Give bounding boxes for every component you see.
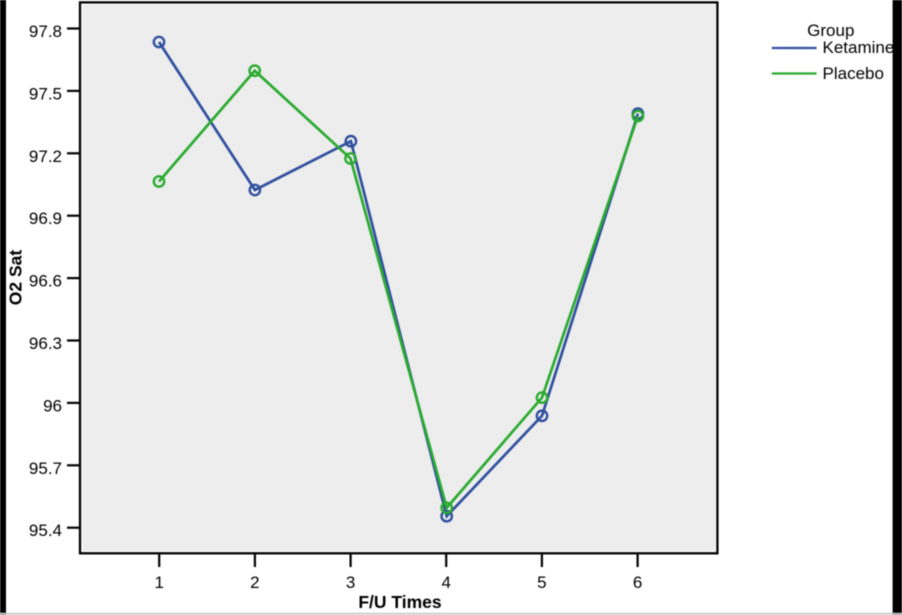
svg-text:Ketamine: Ketamine [823,38,895,57]
svg-text:O2 Sat: O2 Sat [6,250,26,306]
svg-text:5: 5 [537,573,546,592]
svg-text:97.8: 97.8 [29,22,62,41]
svg-text:3: 3 [346,573,355,592]
svg-text:96.9: 96.9 [29,209,62,228]
svg-text:Group: Group [807,21,854,40]
svg-text:6: 6 [633,573,642,592]
svg-text:95.7: 95.7 [29,459,62,478]
svg-text:96.6: 96.6 [29,272,62,291]
svg-text:96: 96 [43,396,62,415]
svg-text:95.4: 95.4 [29,521,62,540]
svg-text:1: 1 [154,573,163,592]
svg-text:Placebo: Placebo [823,64,884,83]
svg-text:4: 4 [441,573,450,592]
svg-text:2: 2 [250,573,259,592]
svg-text:F/U Times: F/U Times [358,592,442,612]
svg-text:97.2: 97.2 [29,147,62,166]
svg-text:97.5: 97.5 [29,84,62,103]
svg-text:96.3: 96.3 [29,334,62,353]
